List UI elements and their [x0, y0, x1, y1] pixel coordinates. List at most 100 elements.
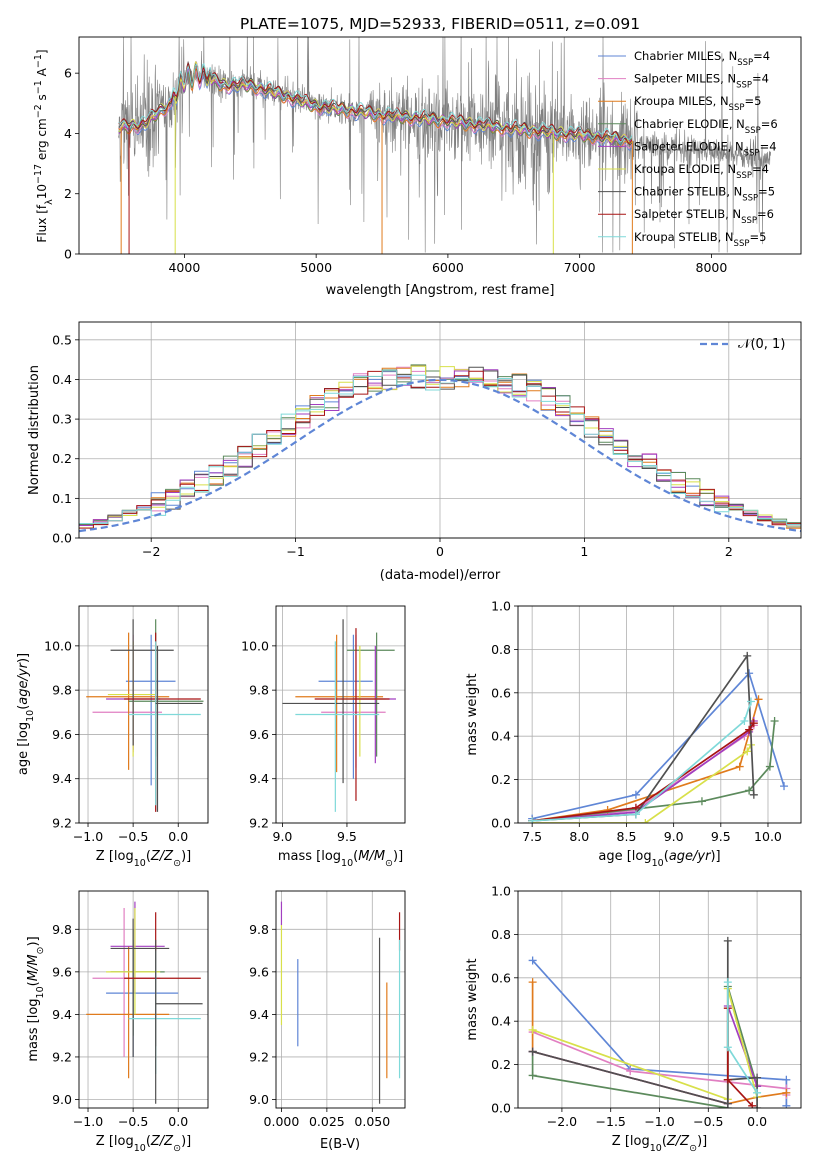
label-part: age/yr: [669, 849, 712, 864]
y-axis-label: mass weight: [465, 673, 480, 755]
legend-base: Chabrier ELODIE, N: [634, 117, 745, 131]
series-marker: [631, 810, 640, 819]
series-marker: [782, 1101, 791, 1108]
y-tick-label: 9.2: [52, 1049, 72, 1064]
label-part: mass [log: [278, 849, 341, 864]
plot-area: [86, 619, 204, 812]
y-axis-label: mass [log10(M/M⊙)]: [26, 936, 46, 1061]
label-part: Flux [f: [35, 204, 49, 242]
y-axis-label: mass weight: [465, 958, 480, 1040]
y-axis-label: Flux [fλ10−17 erg cm−2 s−1 A−1]: [33, 49, 55, 242]
legend-n: =4: [753, 49, 770, 63]
label-part: s: [35, 94, 49, 104]
label-part: −17: [33, 164, 44, 184]
label-part: ⊙: [689, 1143, 697, 1154]
label-part: )]: [710, 849, 720, 864]
series-marker: [528, 1071, 537, 1080]
series-marker: [528, 816, 537, 823]
legend-base: Chabrier STELIB, N: [634, 185, 742, 199]
x-tick-label: −2: [142, 544, 160, 559]
legend-sub: SSP: [729, 103, 745, 113]
series-marker: [528, 1025, 537, 1034]
label-part: 10: [25, 710, 36, 722]
x-tick-label: 0.0: [168, 829, 188, 844]
x-tick-label: 7.5: [522, 829, 542, 844]
y-tick-label: 9.2: [249, 1049, 269, 1064]
plot-area: [280, 901, 401, 1104]
plot-area: [282, 619, 396, 812]
x-tick-label: 0.025: [309, 1114, 345, 1129]
y-tick-label: 6: [64, 66, 72, 81]
chart-mass_vs_Z: −1.0 −0.5 0.09.09.29.49.69.8Z [log10(Z/Z⊙)…: [26, 890, 209, 1154]
series-marker: [740, 717, 749, 726]
series-marker: [749, 719, 758, 728]
x-tick-label: 7000: [564, 260, 596, 275]
x-tick-label: 9.5: [711, 829, 731, 844]
histogram-step: [79, 370, 801, 526]
series-line: [532, 722, 755, 822]
label-part: mass [log: [26, 998, 41, 1061]
legend-n: =6: [761, 117, 778, 131]
model-line: [118, 60, 633, 146]
x-tick-label: 0.0: [168, 1114, 188, 1129]
legend-sub: SSP: [741, 216, 757, 226]
axes-frame: [78, 890, 209, 1109]
series-marker: [528, 978, 537, 987]
label-part: 10: [35, 986, 46, 998]
series-line: [532, 701, 752, 822]
x-tick-label: −1.0: [73, 829, 103, 844]
y-tick-label: 9.4: [249, 1007, 269, 1022]
series-marker: [723, 1075, 732, 1084]
y-tick-label: 9.2: [52, 816, 72, 831]
series-marker: [782, 1088, 791, 1097]
x-tick-label: −0.5: [118, 829, 148, 844]
x-tick-label: −1.5: [596, 1114, 626, 1129]
model-line: [118, 63, 633, 143]
plot-area: [86, 901, 203, 1104]
label-part: (: [146, 1134, 151, 1149]
y-tick-label: 0.2: [491, 1057, 511, 1072]
label-part: (: [664, 849, 669, 864]
label-part: 10: [652, 858, 664, 869]
axes-frame: [517, 605, 802, 824]
y-tick-label: 9.4: [52, 771, 72, 786]
plot-area: [118, 37, 771, 254]
label-part: (: [662, 1134, 667, 1149]
x-axis-label: Z [log10(Z/Z⊙)]: [612, 1134, 707, 1154]
series-marker: [631, 790, 640, 799]
label-part: λ: [44, 199, 55, 205]
axes-frame: [78, 36, 802, 255]
label-part: 10: [35, 184, 49, 199]
axes-frame: [275, 605, 406, 824]
series-line: [532, 988, 758, 1101]
series-marker: [528, 956, 537, 965]
label-part: ]: [35, 49, 49, 54]
x-axis-label: Z [log10(Z/Z⊙)]: [96, 849, 191, 869]
legend-label: Chabrier MILES, NSSP=4: [634, 49, 770, 68]
legend-base: Salpeter STELIB, N: [634, 207, 741, 221]
label-part: age/yr: [16, 661, 31, 704]
x-tick-label: 0.000: [264, 1114, 300, 1129]
y-axis-label: age [log10(age/yr)]: [16, 653, 36, 775]
series-marker: [528, 1047, 537, 1056]
grid: [276, 891, 405, 1108]
legend-n: =6: [757, 207, 774, 221]
legend-label: Chabrier STELIB, NSSP=5: [634, 185, 775, 204]
x-tick-label: 0: [436, 544, 444, 559]
y-tick-label: 0.0: [52, 531, 72, 546]
series-marker: [723, 1099, 732, 1108]
label-part: Z/Z: [150, 1134, 174, 1149]
gaussian-curve: [79, 378, 801, 533]
legend-sub: SSP: [734, 239, 750, 249]
y-tick-label: 9.8: [52, 683, 72, 698]
y-tick-label: 2: [64, 186, 72, 201]
legend-base: Chabrier MILES, N: [634, 49, 737, 63]
label-part: −1: [33, 54, 44, 68]
y-tick-label: 9.6: [52, 727, 72, 742]
label-part: M/M: [358, 849, 385, 864]
series-line: [532, 744, 752, 823]
y-tick-label: 0.1: [52, 491, 72, 506]
x-tick-label: −1: [286, 544, 304, 559]
x-tick-label: 5000: [300, 260, 332, 275]
